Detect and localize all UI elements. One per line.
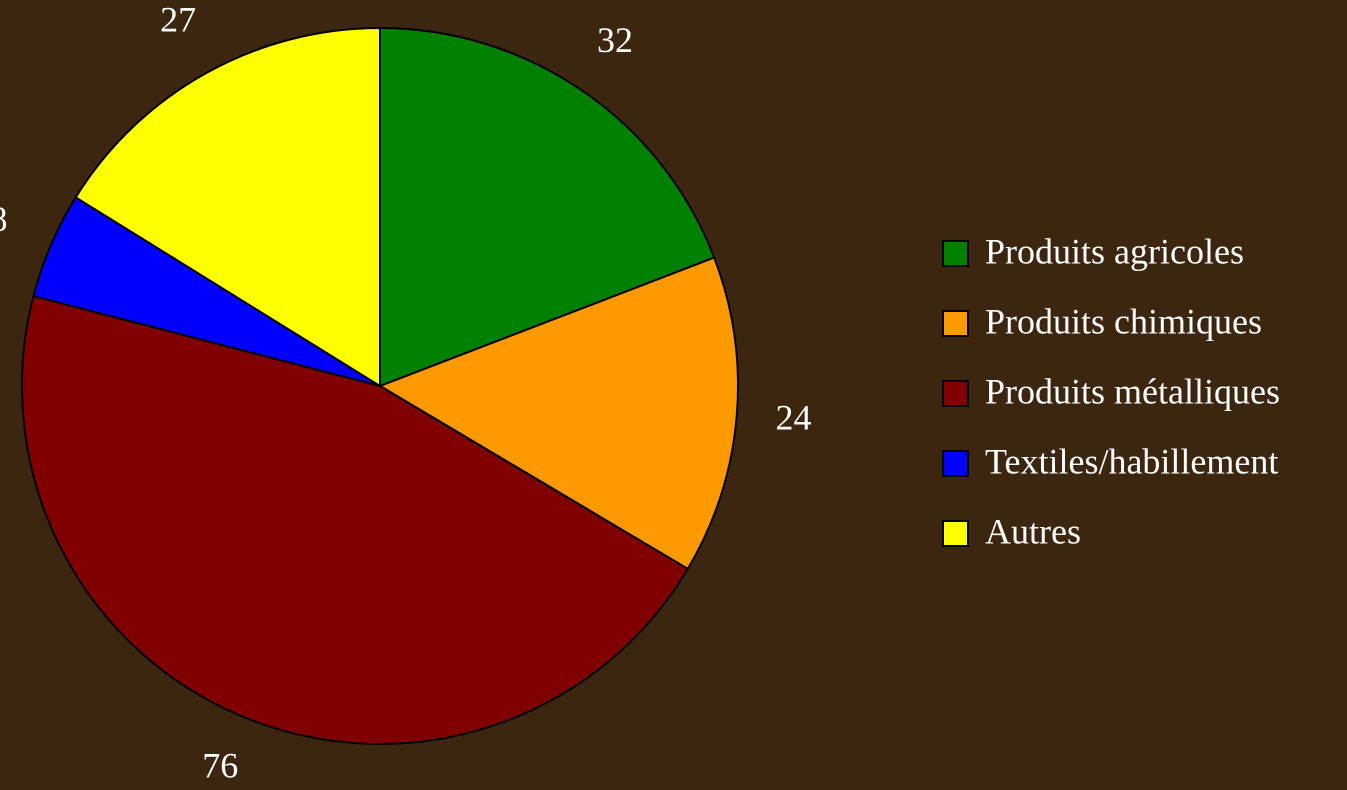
legend-label: Produits métalliques	[985, 371, 1280, 411]
pie-slice	[21, 294, 690, 745]
data-label: 32	[597, 20, 633, 60]
legend-label: Textiles/habillement	[985, 441, 1278, 481]
data-label: 8	[0, 199, 7, 239]
legend-label: Autres	[985, 511, 1081, 551]
pie-slice	[74, 26, 381, 388]
data-label: 24	[776, 397, 812, 437]
data-label: 76	[202, 745, 238, 785]
legend-swatch	[942, 450, 969, 477]
legend-label: Produits chimiques	[985, 301, 1262, 341]
legend-swatch	[942, 520, 969, 547]
legend-label: Produits agricoles	[985, 231, 1244, 271]
legend-swatch	[942, 380, 969, 407]
data-label: 27	[160, 0, 196, 40]
legend-swatch	[942, 240, 969, 267]
pie-slice	[377, 256, 739, 571]
legend-swatch	[942, 310, 969, 337]
pie-slice	[379, 26, 716, 388]
